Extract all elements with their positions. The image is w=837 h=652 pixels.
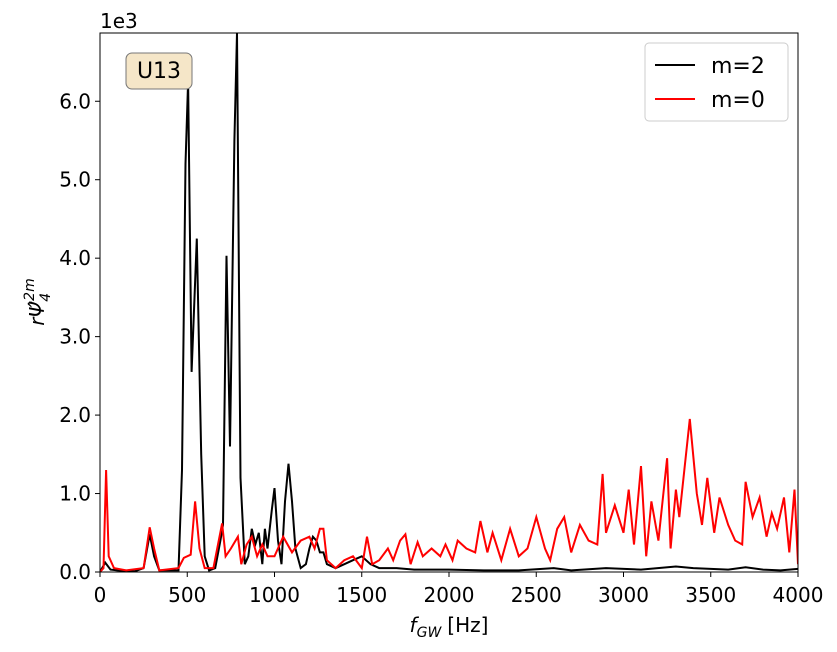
- x-tick-label: 4000: [773, 583, 824, 607]
- y-tick-label: 5.0: [59, 168, 91, 192]
- x-label-rest: [Hz]: [447, 613, 488, 637]
- legend-box: [644, 42, 789, 122]
- annotation-box: [125, 52, 193, 90]
- x-tick-label: 500: [168, 583, 206, 607]
- offset-label: 1e3: [100, 9, 138, 33]
- x-label-main: f: [410, 613, 420, 637]
- y-tick-label: 4.0: [59, 246, 91, 270]
- x-tick-label: 0: [94, 583, 107, 607]
- x-tick-label: 2500: [511, 583, 562, 607]
- y-label-sup: 2m: [22, 278, 38, 301]
- y-axis-label: rΨ̂42m: [22, 278, 54, 325]
- line-series: [100, 418, 798, 572]
- x-tick-label: 3500: [685, 583, 736, 607]
- x-tick-label: 1500: [336, 583, 387, 607]
- x-tick-label: 3000: [598, 583, 649, 607]
- y-tick-label: 0.0: [59, 560, 91, 584]
- y-tick-label: 6.0: [59, 89, 91, 113]
- y-tick-label: 1.0: [59, 482, 91, 506]
- annotation: U13: [137, 59, 181, 84]
- x-tick-label: 1000: [249, 583, 300, 607]
- y-label-sub: 4: [38, 293, 54, 302]
- legend: m=2m=0: [644, 42, 789, 122]
- y-label-main: rΨ̂: [25, 300, 49, 325]
- y-tick-label: 2.0: [59, 403, 91, 427]
- x-label-sub: GW: [417, 625, 443, 641]
- x-axis-label: fGW [Hz]: [410, 613, 489, 641]
- legend-label: m=0: [711, 88, 765, 113]
- y-tick-label: 3.0: [59, 325, 91, 349]
- legend-label: m=2: [711, 54, 765, 79]
- x-tick-label: 2000: [424, 583, 475, 607]
